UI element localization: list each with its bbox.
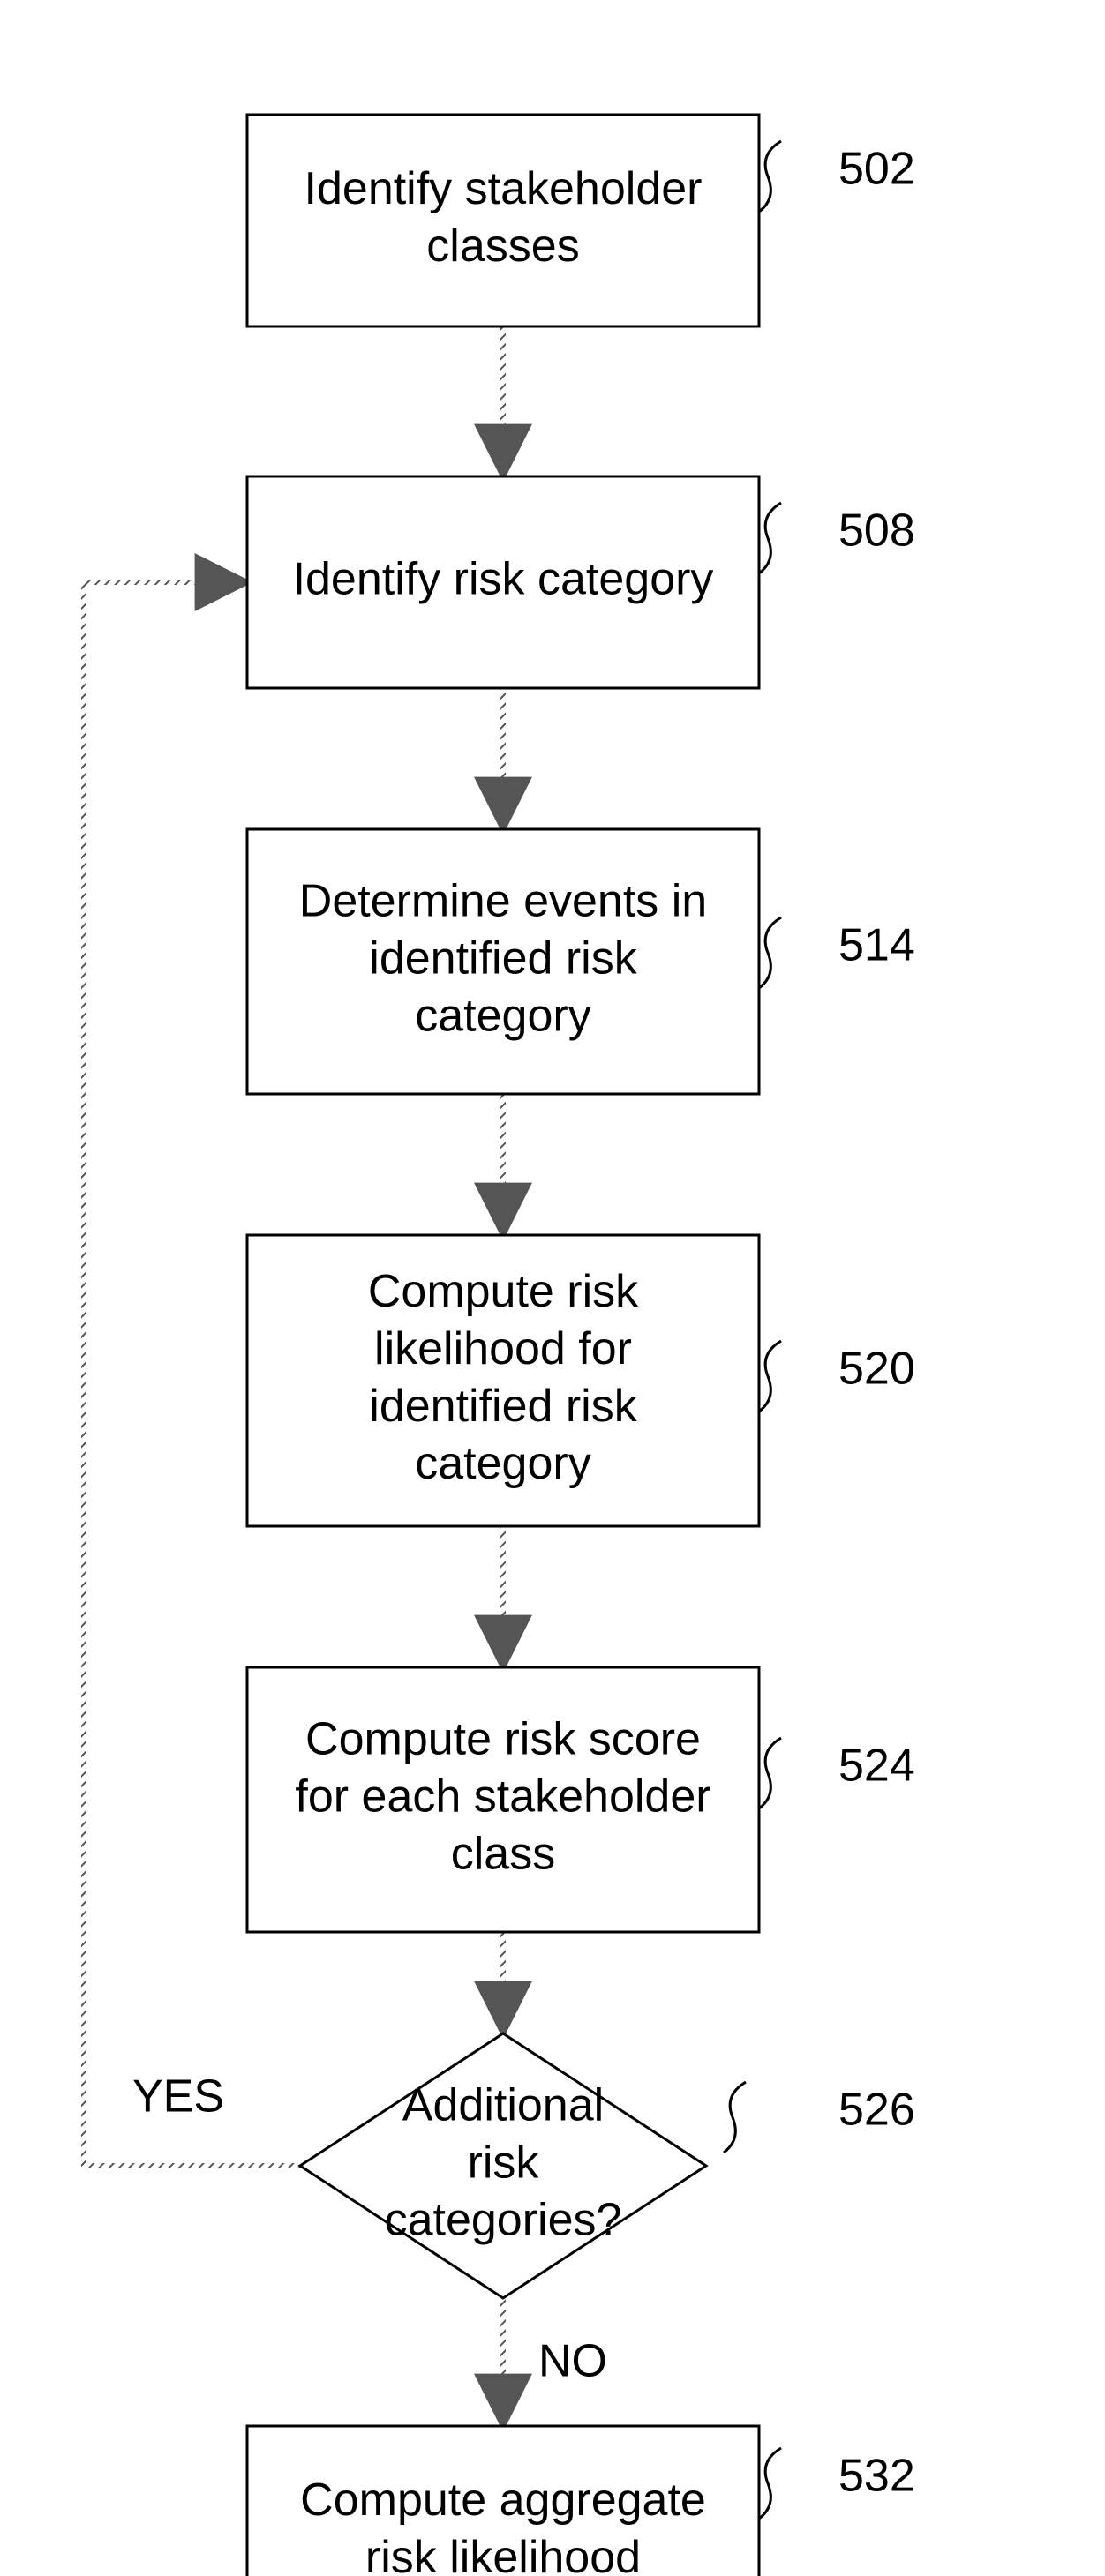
node-text: risk likelihood (365, 2532, 641, 2576)
ref-number: 526 (838, 2085, 915, 2136)
node-text: Additional (402, 2080, 604, 2131)
ref-number: 514 (838, 920, 915, 971)
node-layer: Identify stakeholder classes Identify risk… (247, 115, 759, 2576)
ref-number: 524 (838, 1741, 915, 1792)
node-text: category (415, 991, 590, 1042)
node-text: Compute risk score (305, 1714, 701, 1765)
node-text: identified risk (369, 933, 637, 985)
node-text: category (415, 1438, 590, 1489)
ref-squiggle (759, 141, 781, 212)
ref-squiggle (759, 1738, 781, 1808)
node-text: Compute aggregate (300, 2475, 706, 2526)
ref-squiggle (759, 503, 781, 573)
node-text: risk (468, 2138, 540, 2189)
edge-label: NO (538, 2336, 607, 2387)
ref-squiggle (759, 2448, 781, 2519)
node-text: categories? (385, 2195, 622, 2246)
node-text: for each stakeholder (295, 1771, 710, 1823)
node-text: Identify stakeholder (304, 163, 703, 214)
node-text: Determine events in (299, 876, 707, 927)
ref-squiggle (724, 2082, 746, 2153)
ref-number: 532 (838, 2451, 915, 2502)
ref-squiggle (759, 1341, 781, 1412)
node-text: likelihood for (374, 1323, 632, 1374)
ref-number: 502 (838, 144, 915, 195)
node-text: class (451, 1829, 555, 1880)
node-text: identified risk (369, 1381, 637, 1432)
node-text: classes (426, 221, 579, 272)
edge-label: YES (132, 2071, 224, 2123)
ref-squiggle (759, 917, 781, 988)
ref-number: 508 (838, 505, 915, 557)
node-text: Compute risk (368, 1266, 639, 1317)
node-text: Identify risk category (293, 554, 714, 605)
ref-number: 520 (838, 1344, 915, 1395)
